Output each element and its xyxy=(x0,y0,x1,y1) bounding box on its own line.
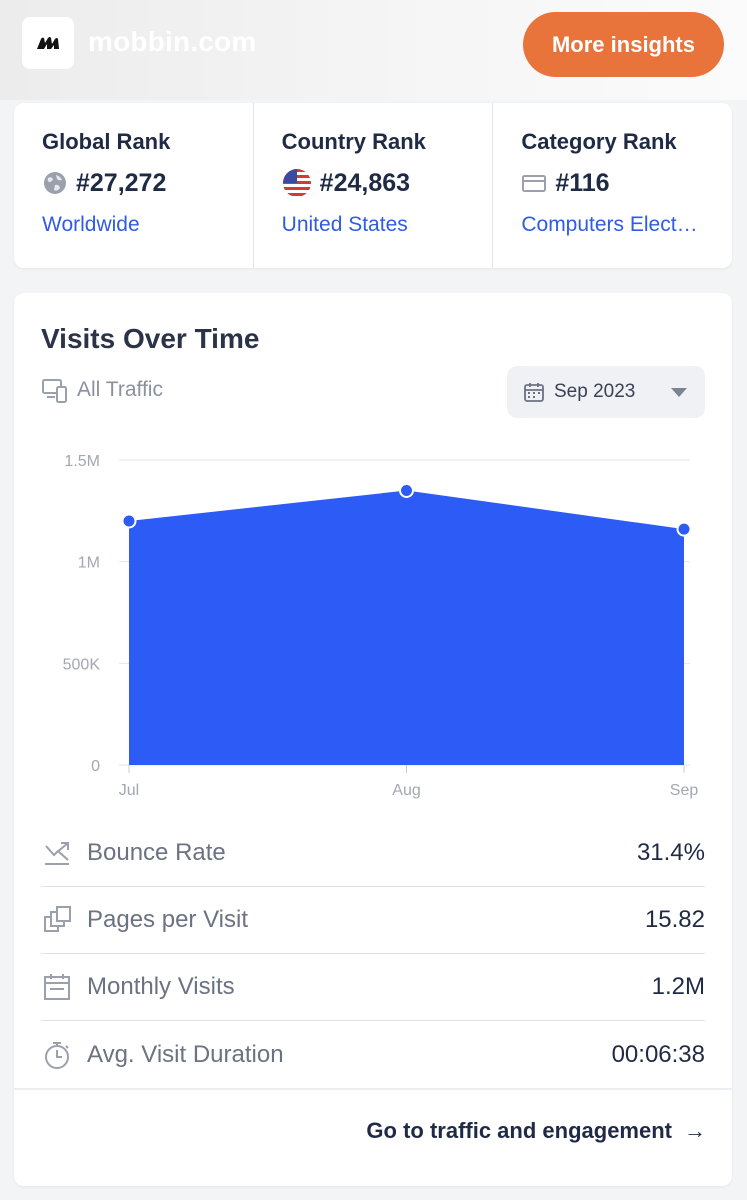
metric-row-pages-per-visit: Pages per Visit 15.82 xyxy=(41,887,705,954)
metric-value: 15.82 xyxy=(644,906,705,933)
pages-icon xyxy=(41,904,73,936)
rank-value: #27,272 xyxy=(76,168,167,197)
rank-title: Country Rank xyxy=(281,129,426,154)
site-logo xyxy=(22,17,74,69)
y-tick-label: 1.5M xyxy=(64,453,100,470)
rank-card: Global Rank #27,272 Worldwide Country Ra… xyxy=(14,103,732,268)
metric-label: Bounce Rate xyxy=(87,839,226,866)
y-tick-label: 500K xyxy=(63,656,101,673)
x-tick-label: Sep xyxy=(670,782,699,799)
rank-title: Global Rank xyxy=(42,129,171,154)
traffic-filter: All Traffic xyxy=(41,376,163,404)
metric-row-bounce-rate: Bounce Rate 31.4% xyxy=(41,820,705,887)
metric-value: 1.2M xyxy=(651,973,705,1000)
metrics-list: Bounce Rate 31.4% Pages per Visit 15.82 xyxy=(41,820,705,1088)
global-rank: Global Rank #27,272 Worldwide xyxy=(14,103,253,268)
calendar-icon xyxy=(524,383,544,402)
area-series xyxy=(129,490,684,765)
metric-value: 00:06:38 xyxy=(611,1040,705,1068)
date-select-value: Sep 2023 xyxy=(554,381,636,402)
calendar-icon xyxy=(41,971,73,1003)
metric-value: 31.4% xyxy=(636,839,705,866)
metric-row-avg-visit-duration: Avg. Visit Duration 00:06:38 xyxy=(41,1021,705,1088)
data-point xyxy=(676,521,692,537)
traffic-filter-label: All Traffic xyxy=(77,378,163,401)
y-tick-label: 0 xyxy=(91,758,100,775)
rank-value: #116 xyxy=(555,168,610,197)
data-point xyxy=(399,483,414,498)
rank-link[interactable]: Computers Elect… xyxy=(521,213,698,236)
chevron-down-icon xyxy=(671,388,687,397)
metric-label: Monthly Visits xyxy=(87,973,235,1000)
devices-icon xyxy=(42,379,67,403)
site-name: mobbin.com xyxy=(88,26,257,57)
category-rank: Category Rank #116 Computers Elect… xyxy=(492,103,732,268)
rank-link[interactable]: Worldwide xyxy=(42,213,140,236)
mobbin-logo-icon xyxy=(37,37,59,49)
metric-label: Pages per Visit xyxy=(87,906,248,933)
arrow-right-icon: → xyxy=(684,1118,706,1143)
y-tick-label: 1M xyxy=(78,555,100,572)
data-point xyxy=(121,513,137,529)
rank-link[interactable]: United States xyxy=(281,213,408,236)
visits-card: Visits Over Time All Traffic Sep 2023 0 5… xyxy=(14,293,732,1186)
visits-title: Visits Over Time xyxy=(41,323,260,354)
bounce-rate-icon xyxy=(41,837,73,869)
visits-chart: 0 500K 1M 1.5M Jul Aug Sep xyxy=(63,453,699,799)
x-tick-label: Aug xyxy=(392,782,420,799)
rank-value: #24,863 xyxy=(319,168,411,197)
traffic-engagement-link-label: Go to traffic and engagement xyxy=(366,1118,672,1143)
rank-title: Category Rank xyxy=(521,129,677,154)
x-tick-label: Jul xyxy=(119,782,139,799)
stopwatch-icon xyxy=(41,1039,73,1071)
globe-icon xyxy=(44,172,66,194)
metric-row-monthly-visits: Monthly Visits 1.2M xyxy=(41,954,705,1021)
more-insights-button[interactable]: More insights xyxy=(523,12,724,77)
date-select[interactable]: Sep 2023 xyxy=(507,366,705,418)
country-rank: Country Rank #24,863 United States xyxy=(252,103,493,268)
traffic-engagement-link[interactable]: Go to traffic and engagement → xyxy=(366,1118,706,1144)
us-flag-icon xyxy=(282,169,311,197)
metric-label: Avg. Visit Duration xyxy=(87,1040,284,1068)
top-bar: mobbin.com More insights xyxy=(0,0,747,100)
category-icon xyxy=(522,175,547,192)
divider xyxy=(14,1088,732,1090)
